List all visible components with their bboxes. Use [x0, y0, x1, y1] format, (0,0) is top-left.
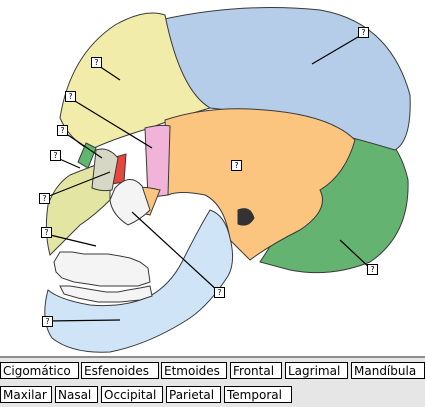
skull-illustration: [43, 7, 411, 353]
label-occipital[interactable]: Occipital: [101, 386, 163, 403]
label-cigomatico[interactable]: Cigomático: [0, 362, 79, 379]
skull-diagram: ? ? ? ? ? ? ? ? ? ? ?: [39, 7, 411, 353]
orbit: [91, 148, 119, 192]
ethmoid-highlight: [109, 179, 151, 226]
label-temporal[interactable]: Temporal: [224, 386, 292, 403]
sphenoid-region: [144, 124, 171, 199]
label-lagrimal[interactable]: Lagrimal: [285, 362, 348, 379]
label-bank: Cigomático Esfenoides Etmoides Frontal L…: [0, 358, 425, 407]
marker-5[interactable]: ?: [50, 150, 61, 161]
label-nasal[interactable]: Nasal: [55, 386, 98, 403]
label-mandibula[interactable]: Mandíbula: [351, 362, 425, 379]
ear-canal: [237, 208, 255, 226]
lower-teeth: [59, 285, 153, 303]
label-frontal[interactable]: Frontal: [230, 362, 282, 379]
label-maxilar[interactable]: Maxilar: [0, 386, 52, 403]
marker-9[interactable]: ?: [367, 264, 378, 275]
marker-2[interactable]: ?: [91, 57, 102, 68]
label-parietal[interactable]: Parietal: [166, 386, 221, 403]
marker-3[interactable]: ?: [65, 91, 76, 102]
marker-11[interactable]: ?: [42, 316, 53, 327]
marker-7[interactable]: ?: [39, 193, 50, 204]
marker-10[interactable]: ?: [214, 287, 225, 298]
label-etmoides[interactable]: Etmoides: [161, 362, 227, 379]
mandible-region: [44, 209, 234, 353]
divider: [0, 356, 425, 358]
upper-teeth: [53, 251, 151, 287]
marker-4[interactable]: ?: [57, 125, 68, 136]
marker-1[interactable]: ?: [358, 27, 369, 38]
label-esfenoides[interactable]: Esfenoides: [81, 362, 159, 379]
nasal-region: [77, 142, 97, 169]
temporal-region: [164, 108, 356, 261]
marker-8[interactable]: ?: [41, 227, 52, 238]
marker-6[interactable]: ?: [231, 160, 242, 171]
